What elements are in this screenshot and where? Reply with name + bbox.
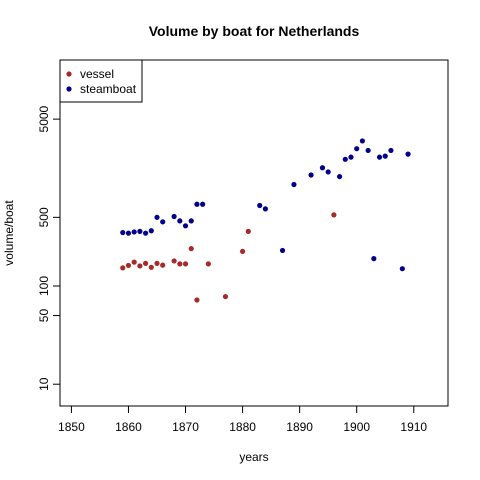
- steamboat-point: [177, 218, 183, 224]
- steamboat-point: [188, 218, 194, 224]
- steamboat-point: [405, 151, 411, 157]
- steamboat-point: [154, 214, 160, 220]
- steamboat-point: [291, 181, 297, 188]
- steamboat-point: [348, 154, 354, 160]
- vessel-point: [331, 212, 337, 218]
- steamboat-point: [336, 173, 343, 180]
- legend-label-vessel: vessel: [80, 67, 114, 81]
- steamboat-point: [359, 138, 366, 144]
- vessel-point: [222, 293, 229, 300]
- plot-frame: [59, 59, 449, 407]
- steamboat-point: [200, 201, 206, 207]
- steamboat-point: [120, 229, 126, 236]
- legend-marker-steamboat: [66, 86, 72, 92]
- y-tick-label: 5000: [37, 105, 51, 132]
- y-tick-label: 50: [37, 309, 51, 323]
- x-tick-label: 1850: [58, 420, 85, 434]
- vessel-point: [205, 261, 211, 267]
- chart-title: Volume by boat for Netherlands: [149, 23, 360, 39]
- vessel-point: [142, 260, 149, 266]
- steamboat-point: [371, 256, 377, 262]
- steamboat-point: [319, 165, 326, 171]
- vessel-point: [239, 248, 246, 255]
- vessel-point: [137, 263, 143, 269]
- vessel-point: [120, 265, 126, 271]
- x-tick-label: 1890: [286, 420, 313, 434]
- steamboat-point: [325, 169, 331, 175]
- steamboat-point: [125, 230, 132, 236]
- steamboat-point: [342, 156, 348, 162]
- steamboat-point: [182, 223, 189, 229]
- vessel-point: [182, 261, 189, 267]
- x-tick-label: 1880: [229, 420, 256, 434]
- steamboat-point: [257, 202, 263, 209]
- steamboat-point: [279, 247, 286, 254]
- vessel-point: [160, 262, 166, 268]
- steamboat-point: [194, 201, 200, 207]
- vessel-point: [154, 260, 160, 266]
- x-tick-label: 1870: [172, 420, 199, 434]
- vessel-point: [245, 228, 251, 234]
- steamboat-point: [131, 229, 137, 235]
- steamboat-point: [262, 206, 269, 212]
- y-axis-label: volume/boat: [2, 200, 16, 266]
- data-points: [120, 138, 411, 303]
- vessel-point: [194, 297, 200, 303]
- vessel-point: [177, 261, 183, 267]
- y-tick-label: 100: [37, 276, 51, 296]
- legend-label-steamboat: steamboat: [80, 82, 137, 96]
- x-tick-label: 1860: [115, 420, 142, 434]
- y-axis: 10 50 100 500 5000: [37, 105, 61, 391]
- x-axis-label: years: [239, 450, 268, 464]
- vessel-point: [148, 264, 154, 270]
- steamboat-point: [399, 266, 405, 272]
- steamboat-point: [376, 154, 383, 160]
- x-axis: 1850 1860 1870 1880 1890 1900 1910: [58, 405, 427, 434]
- vessel-point: [171, 258, 177, 264]
- steamboat-point: [365, 147, 371, 154]
- steamboat-point: [171, 213, 177, 220]
- steamboat-point: [382, 153, 388, 159]
- x-tick-label: 1910: [400, 420, 427, 434]
- vessel-point: [188, 246, 194, 252]
- steamboat-point: [142, 230, 149, 236]
- y-tick-label: 10: [37, 377, 51, 391]
- y-tick-label: 500: [37, 207, 51, 227]
- legend-marker-vessel: [66, 71, 72, 77]
- steamboat-point: [137, 228, 143, 234]
- legend-box: [59, 59, 143, 103]
- steamboat-point: [160, 219, 166, 225]
- steamboat-point: [148, 228, 154, 234]
- steamboat-point: [388, 147, 394, 154]
- steamboat-point: [354, 146, 360, 152]
- steamboat-point: [308, 172, 314, 178]
- x-tick-label: 1900: [343, 420, 370, 434]
- vessel-point: [125, 262, 132, 269]
- vessel-point: [131, 259, 137, 265]
